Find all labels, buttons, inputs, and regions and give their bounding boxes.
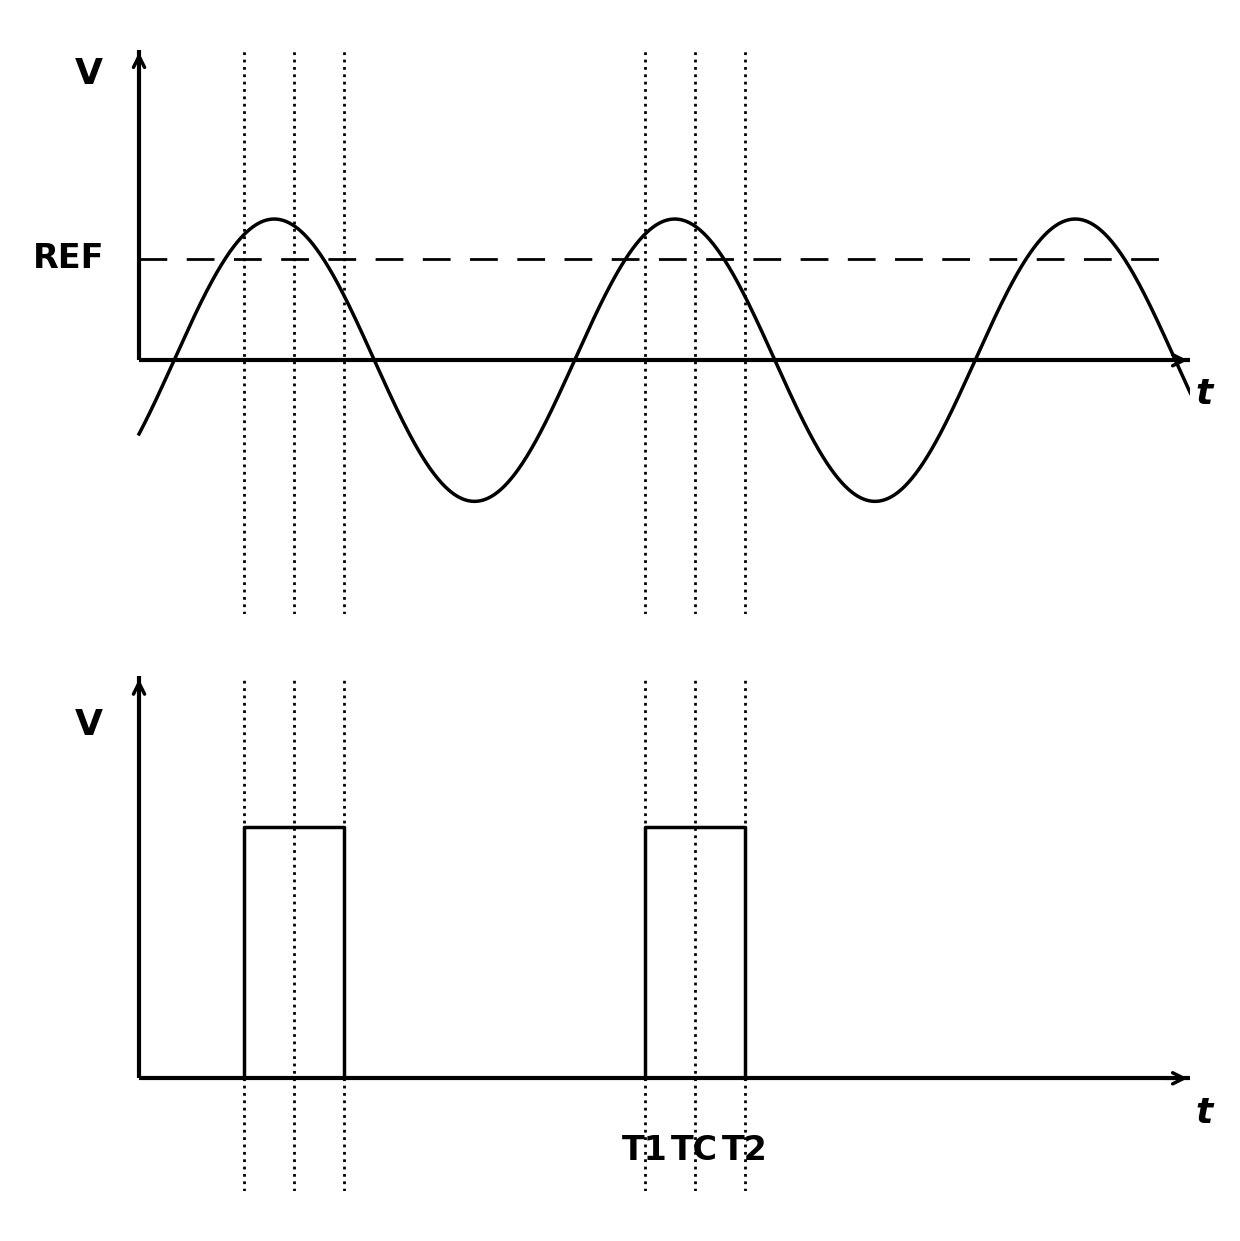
Text: V: V	[74, 707, 103, 742]
Text: REF: REF	[32, 242, 104, 276]
Text: T1: T1	[621, 1133, 667, 1167]
Text: V: V	[74, 57, 103, 92]
Text: TC: TC	[671, 1133, 718, 1167]
Text: T2: T2	[722, 1133, 768, 1167]
Text: t: t	[1195, 1096, 1213, 1129]
Text: t: t	[1195, 377, 1213, 411]
